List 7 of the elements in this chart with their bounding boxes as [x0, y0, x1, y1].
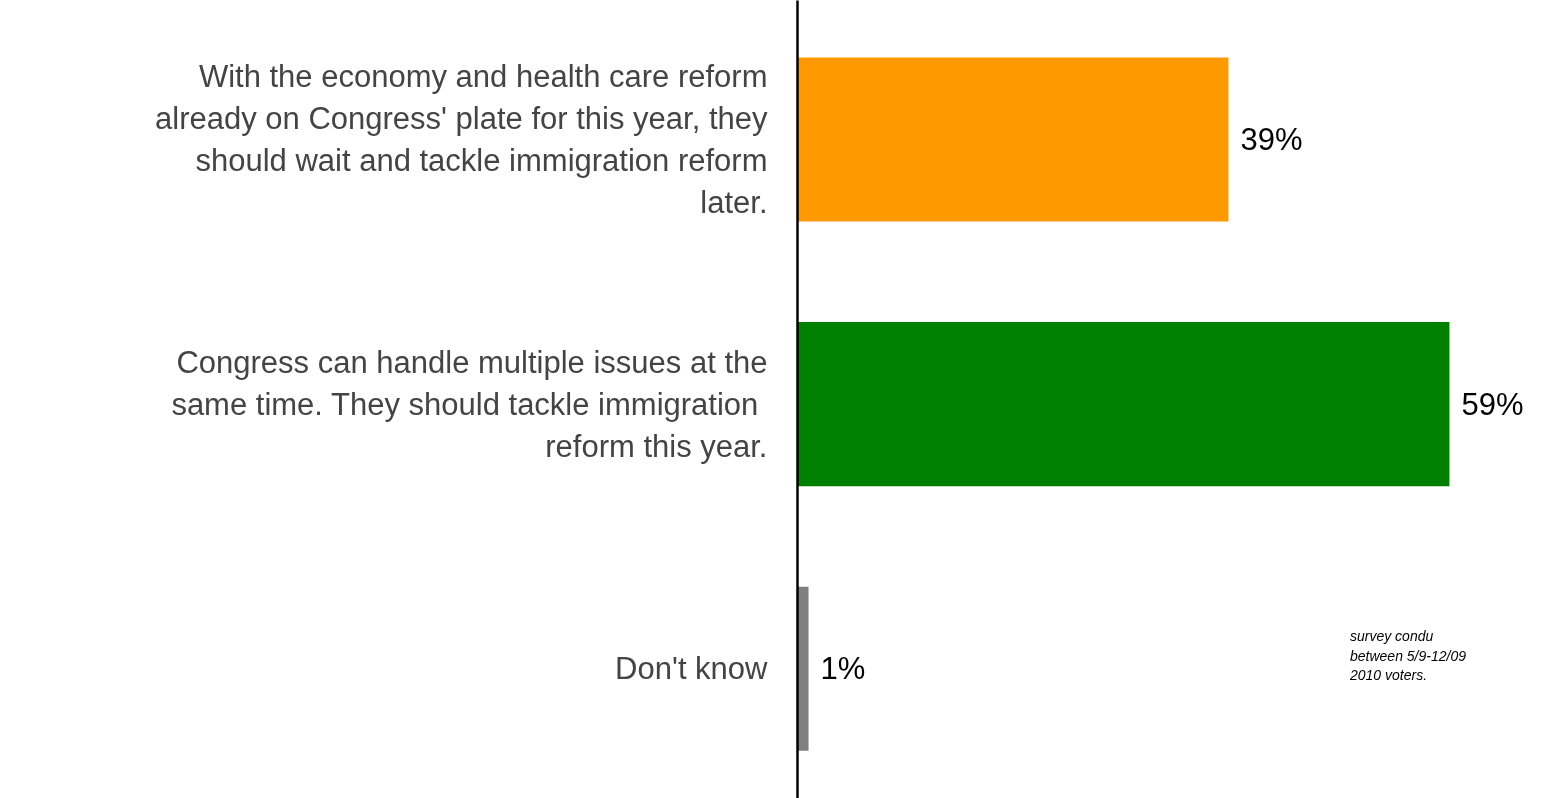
y-tick-label: Congress can handle multiple issues at the same time. They should tackle immigration reform this year.: [171, 344, 768, 464]
y-tick-label: Don't know: [615, 651, 769, 687]
data-label: 59%: [1461, 386, 1524, 422]
data-label: 1%: [820, 651, 866, 687]
data-label: 39%: [1240, 121, 1303, 157]
annotation: survey condu between 5/9-12/09 2010 voters.: [1349, 628, 1467, 683]
y-tick-label: With the economy and health care reform already on Congress' plate for this year, they should wait and tackle immigration reform later.: [155, 58, 768, 220]
